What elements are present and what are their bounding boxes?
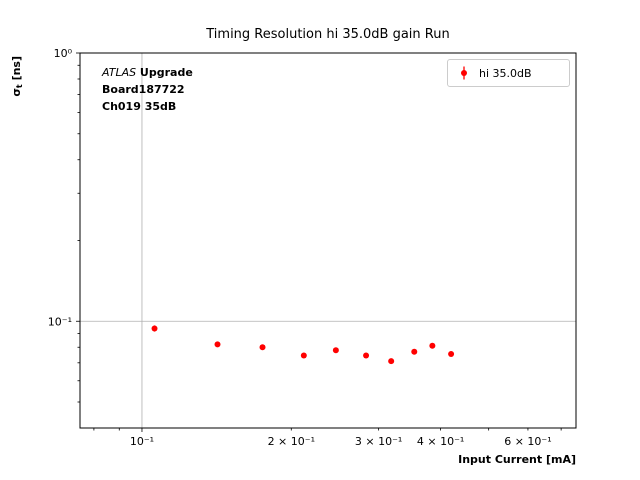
data-point: [214, 341, 221, 348]
legend-errorbar-icon: [461, 66, 467, 80]
data-point: [363, 352, 370, 359]
x-axis-label: Input Current [mA]: [458, 453, 576, 466]
x-tick-label: 10⁻¹: [130, 435, 154, 448]
data-point: [300, 352, 307, 359]
y-tick-label: 10⁻¹: [48, 315, 72, 328]
data-point: [388, 358, 395, 365]
x-tick-label: 2 × 10⁻¹: [268, 435, 315, 448]
data-point: [429, 342, 436, 349]
y-tick-label: 10⁰: [54, 47, 73, 60]
experiment-suffix: Upgrade: [136, 66, 193, 79]
x-tick-label: 4 × 10⁻¹: [417, 435, 464, 448]
x-tick-label: 6 × 10⁻¹: [504, 435, 551, 448]
x-tick-label: 3 × 10⁻¹: [355, 435, 402, 448]
y-axis-label-sigma: σ: [10, 88, 23, 97]
channel-info: Ch019 35dB: [102, 100, 177, 113]
experiment-name: ATLAS: [102, 66, 137, 79]
y-axis-label-units: [ns]: [10, 56, 23, 84]
data-point: [151, 325, 158, 332]
board-id: Board187722: [102, 83, 185, 96]
legend: hi 35.0dB: [447, 59, 570, 87]
experiment-annotation: ATLAS Upgrade Board187722 Ch019 35dB: [102, 64, 193, 115]
legend-label: hi 35.0dB: [479, 66, 532, 80]
data-point: [332, 347, 339, 354]
annotation-line-1: ATLAS Upgrade: [102, 64, 193, 81]
y-axis-label-subscript: t: [15, 84, 24, 88]
data-point: [411, 348, 418, 355]
data-point: [448, 350, 455, 357]
chart-title: Timing Resolution hi 35.0dB gain Run: [206, 27, 450, 42]
y-axis-label: σt [ns]: [10, 56, 24, 97]
data-point: [259, 344, 266, 351]
